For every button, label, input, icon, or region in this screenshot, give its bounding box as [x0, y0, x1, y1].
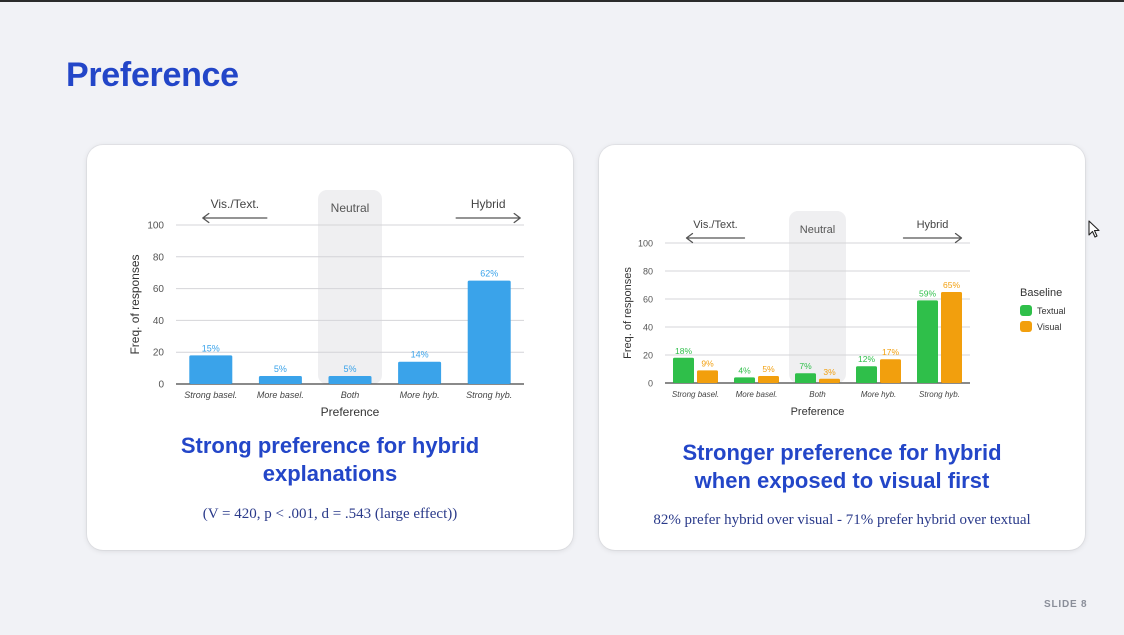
bar-textual: [734, 377, 755, 383]
legend-title: Baseline: [1020, 287, 1062, 299]
x-tick-label: Both: [809, 390, 826, 399]
card-2-summary-text: 82% prefer hybrid over visual - 71% pref…: [653, 512, 1031, 528]
bar-value-label: 3%: [823, 367, 836, 377]
bar-visual: [880, 359, 901, 383]
legend-swatch-textual: [1020, 305, 1032, 316]
chart-card-1: Neutral 0 20 40 60 80 100 15% 5% 5% 14% 62% Strong b…: [87, 145, 573, 550]
x-tick-label: More hyb.: [400, 390, 440, 400]
bar-value-label: 62%: [480, 269, 498, 279]
neutral-label: Neutral: [331, 201, 370, 215]
x-axis-title: Preference: [321, 405, 380, 419]
bar-visual: [819, 378, 840, 383]
neutral-label: Neutral: [800, 224, 835, 236]
bar-value-label: 14%: [411, 350, 429, 360]
x-tick-label: More hyb.: [861, 390, 897, 399]
y-tick-label: 0: [158, 380, 164, 391]
y-tick-label: 60: [643, 295, 653, 305]
card-2-headline-line-1: Stronger preference for hybrid: [682, 440, 1002, 465]
bar-value-label: 7%: [799, 361, 812, 371]
legend-label-textual: Textual: [1037, 306, 1066, 316]
card-1-stats-text: (V = 420, p < .001, d = .543 (large effe…: [202, 506, 458, 522]
legend-label-visual: Visual: [1037, 322, 1061, 332]
bar-visual: [697, 370, 718, 383]
right-annotation-label: Hybrid: [917, 219, 949, 231]
y-tick-label: 100: [147, 221, 164, 232]
card-1-headline-line-2: explanations: [262, 461, 398, 486]
bar-value: [189, 355, 233, 384]
bar-visual: [758, 376, 779, 383]
x-tick-label: Strong hyb.: [466, 390, 512, 400]
bar-value-label: 18%: [675, 346, 692, 356]
card-1-headline: Strong preference for hybrid explanation…: [87, 432, 573, 488]
bar-value-label: 4%: [738, 365, 751, 375]
left-annotation-label: Vis./Text.: [211, 197, 259, 211]
neutral-band: [318, 190, 382, 384]
bar-value-label: 65%: [943, 280, 960, 290]
y-tick-label: 80: [153, 252, 165, 263]
right-annotation-label: Hybrid: [471, 197, 506, 211]
y-tick-label: 60: [153, 284, 165, 295]
bar-chart-1: Neutral 0 20 40 60 80 100 15% 5% 5% 14% 62% Strong b…: [128, 190, 524, 419]
left-annotation-label: Vis./Text.: [693, 219, 737, 231]
y-axis-title: Freq. of responses: [622, 267, 634, 359]
x-tick-label: More basel.: [257, 390, 304, 400]
x-axis-title: Preference: [791, 406, 845, 418]
y-tick-label: 20: [643, 351, 653, 361]
neutral-band: [789, 211, 846, 383]
bar-value: [398, 361, 442, 384]
bar-value-label: 9%: [701, 358, 714, 368]
y-tick-label: 0: [648, 379, 653, 389]
arrow-right-icon: [902, 232, 963, 244]
y-axis-title: Freq. of responses: [128, 254, 142, 354]
y-tick-label: 100: [638, 239, 653, 249]
card-1-headline-line-1: Strong preference for hybrid: [180, 433, 480, 458]
bar-value: [328, 376, 372, 384]
x-tick-label: Strong basel.: [672, 390, 719, 399]
slide-title: Preference: [66, 56, 239, 94]
chart-card-2: Neutral 0 20 40 60 80 100 18% 4% 7% 12% 59% 9% 5% 3% 17…: [599, 145, 1085, 550]
bar-textual: [856, 366, 877, 383]
window-top-border: [0, 0, 1124, 2]
bar-value-label: 12%: [858, 354, 875, 364]
x-tick-label: Strong basel.: [184, 390, 237, 400]
y-tick-label: 20: [153, 348, 165, 359]
bar-chart-2: Neutral 0 20 40 60 80 100 18% 4% 7% 12% 59% 9% 5% 3% 17…: [622, 211, 1066, 418]
x-tick-label: Strong hyb.: [919, 390, 960, 399]
arrow-right-icon: [455, 212, 521, 224]
card-2-headline: Stronger preference for hybrid when expo…: [599, 439, 1085, 495]
card-2-headline-line-2: when exposed to visual first: [694, 468, 990, 493]
bar-textual: [673, 357, 694, 383]
x-tick-label: Both: [341, 390, 360, 400]
mouse-cursor-icon: [1088, 220, 1100, 238]
bar-value: [467, 280, 511, 384]
slide-number: SLIDE 8: [1044, 599, 1088, 610]
bar-value-label: 5%: [762, 364, 775, 374]
bar-visual: [941, 292, 962, 383]
x-tick-label: More basel.: [736, 390, 778, 399]
bar-textual: [795, 373, 816, 383]
bar-textual: [917, 300, 938, 383]
y-tick-label: 40: [153, 316, 165, 327]
bar-value-label: 59%: [919, 288, 936, 298]
y-tick-label: 80: [643, 267, 653, 277]
bar-value: [258, 376, 302, 384]
arrow-left-icon: [685, 232, 746, 244]
bar-value-label: 5%: [274, 364, 287, 374]
bar-value-label: 5%: [343, 364, 356, 374]
arrow-left-icon: [202, 212, 268, 224]
bar-value-label: 15%: [202, 343, 220, 353]
legend-swatch-visual: [1020, 321, 1032, 332]
bar-value-label: 17%: [882, 347, 899, 357]
y-tick-label: 40: [643, 323, 653, 333]
